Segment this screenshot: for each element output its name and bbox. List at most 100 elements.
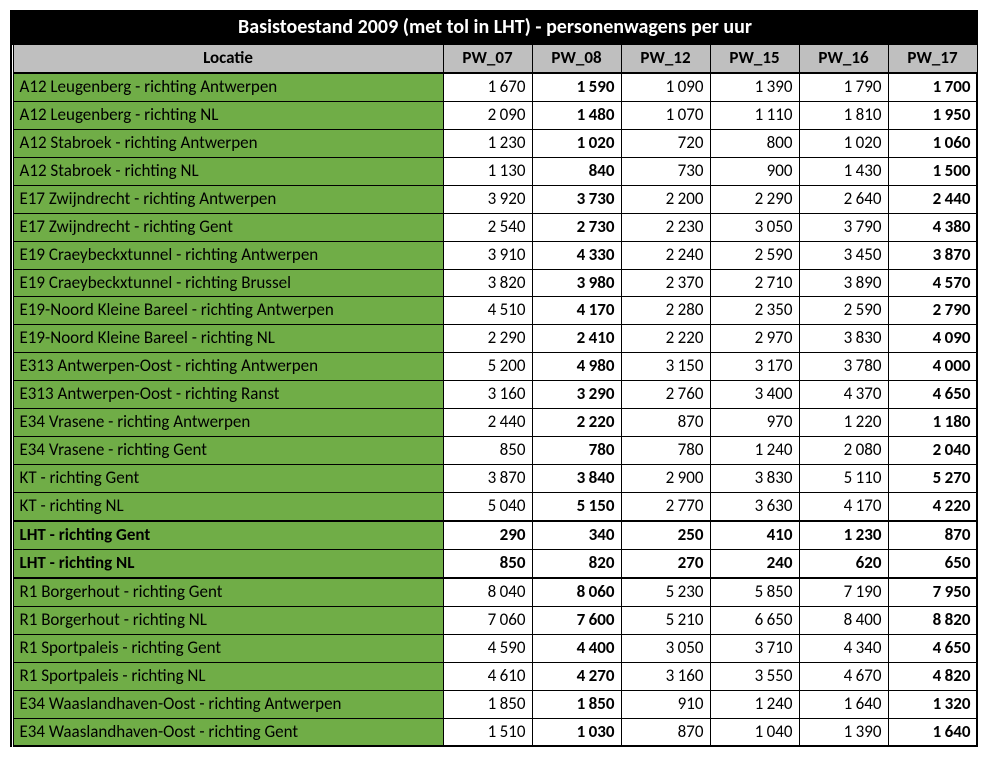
value-cell: 1 500 [888, 157, 977, 185]
value-cell: 4 820 [888, 662, 977, 690]
value-cell: 1 230 [799, 521, 888, 549]
location-cell: R1 Borgerhout - richting NL [13, 606, 443, 634]
value-cell: 4 370 [799, 381, 888, 409]
value-cell: 1 240 [710, 437, 799, 465]
value-cell: 970 [710, 409, 799, 437]
value-cell: 870 [621, 409, 710, 437]
value-cell: 1 320 [888, 690, 977, 718]
location-cell: A12 Leugenberg - richting Antwerpen [13, 73, 443, 101]
value-cell: 1 810 [799, 101, 888, 129]
value-cell: 8 060 [532, 578, 621, 606]
value-cell: 2 410 [532, 325, 621, 353]
location-cell: A12 Leugenberg - richting NL [13, 101, 443, 129]
table-row: E19-Noord Kleine Bareel - richting Antwe… [13, 297, 977, 325]
value-cell: 3 170 [710, 353, 799, 381]
value-cell: 2 440 [443, 409, 532, 437]
value-cell: 3 160 [621, 662, 710, 690]
value-cell: 2 240 [621, 241, 710, 269]
value-cell: 270 [621, 549, 710, 577]
value-cell: 7 190 [799, 578, 888, 606]
location-cell: A12 Stabroek - richting Antwerpen [13, 129, 443, 157]
value-cell: 2 040 [888, 437, 977, 465]
value-cell: 2 790 [888, 297, 977, 325]
value-cell: 2 090 [443, 101, 532, 129]
value-cell: 7 600 [532, 606, 621, 634]
location-cell: E313 Antwerpen-Oost - richting Ranst [13, 381, 443, 409]
value-cell: 2 900 [621, 465, 710, 493]
value-cell: 4 590 [443, 634, 532, 662]
value-cell: 1 390 [710, 73, 799, 101]
value-cell: 1 130 [443, 157, 532, 185]
col-header-pw07: PW_07 [443, 44, 532, 73]
value-cell: 5 210 [621, 606, 710, 634]
location-cell: A12 Stabroek - richting NL [13, 157, 443, 185]
value-cell: 4 650 [888, 381, 977, 409]
value-cell: 1 510 [443, 718, 532, 746]
value-cell: 5 200 [443, 353, 532, 381]
table-row: E313 Antwerpen-Oost - richting Antwerpen… [13, 353, 977, 381]
value-cell: 3 780 [799, 353, 888, 381]
value-cell: 2 230 [621, 213, 710, 241]
value-cell: 3 870 [888, 241, 977, 269]
table-row: KT - richting Gent3 8703 8402 9003 8305 … [13, 465, 977, 493]
table-row: LHT - richting NL850820270240620650 [13, 549, 977, 577]
value-cell: 1 020 [532, 129, 621, 157]
value-cell: 800 [710, 129, 799, 157]
value-cell: 1 240 [710, 690, 799, 718]
location-cell: R1 Sportpaleis - richting NL [13, 662, 443, 690]
value-cell: 5 150 [532, 493, 621, 521]
value-cell: 4 220 [888, 493, 977, 521]
table-row: E17 Zwijndrecht - richting Gent2 5402 73… [13, 213, 977, 241]
value-cell: 3 730 [532, 185, 621, 213]
location-cell: KT - richting Gent [13, 465, 443, 493]
location-cell: E19-Noord Kleine Bareel - richting NL [13, 325, 443, 353]
value-cell: 1 230 [443, 129, 532, 157]
value-cell: 250 [621, 521, 710, 549]
value-cell: 900 [710, 157, 799, 185]
value-cell: 4 650 [888, 634, 977, 662]
table-row: A12 Stabroek - richting Antwerpen1 2301 … [13, 129, 977, 157]
value-cell: 2 080 [799, 437, 888, 465]
value-cell: 1 070 [621, 101, 710, 129]
value-cell: 340 [532, 521, 621, 549]
value-cell: 1 060 [888, 129, 977, 157]
value-cell: 3 830 [799, 325, 888, 353]
value-cell: 2 200 [621, 185, 710, 213]
location-cell: R1 Borgerhout - richting Gent [13, 578, 443, 606]
traffic-table-container: Basistoestand 2009 (met tol in LHT) - pe… [10, 10, 978, 747]
value-cell: 1 950 [888, 101, 977, 129]
value-cell: 1 030 [532, 718, 621, 746]
value-cell: 650 [888, 549, 977, 577]
value-cell: 1 640 [888, 718, 977, 746]
location-cell: LHT - richting NL [13, 549, 443, 577]
value-cell: 1 390 [799, 718, 888, 746]
value-cell: 1 090 [621, 73, 710, 101]
value-cell: 3 890 [799, 269, 888, 297]
value-cell: 2 970 [710, 325, 799, 353]
col-header-pw08: PW_08 [532, 44, 621, 73]
value-cell: 3 550 [710, 662, 799, 690]
value-cell: 3 870 [443, 465, 532, 493]
value-cell: 780 [532, 437, 621, 465]
table-row: E19-Noord Kleine Bareel - richting NL2 2… [13, 325, 977, 353]
value-cell: 4 400 [532, 634, 621, 662]
col-header-pw12: PW_12 [621, 44, 710, 73]
value-cell: 3 050 [621, 634, 710, 662]
table-row: E17 Zwijndrecht - richting Antwerpen3 92… [13, 185, 977, 213]
value-cell: 7 060 [443, 606, 532, 634]
value-cell: 4 330 [532, 241, 621, 269]
value-cell: 4 570 [888, 269, 977, 297]
value-cell: 1 590 [532, 73, 621, 101]
value-cell: 820 [532, 549, 621, 577]
value-cell: 1 850 [443, 690, 532, 718]
value-cell: 6 650 [710, 606, 799, 634]
location-cell: E34 Waaslandhaven-Oost - richting Gent [13, 718, 443, 746]
value-cell: 3 790 [799, 213, 888, 241]
value-cell: 1 220 [799, 409, 888, 437]
value-cell: 2 540 [443, 213, 532, 241]
value-cell: 5 270 [888, 465, 977, 493]
value-cell: 3 450 [799, 241, 888, 269]
table-row: E34 Waaslandhaven-Oost - richting Gent1 … [13, 718, 977, 746]
value-cell: 1 640 [799, 690, 888, 718]
value-cell: 2 590 [799, 297, 888, 325]
